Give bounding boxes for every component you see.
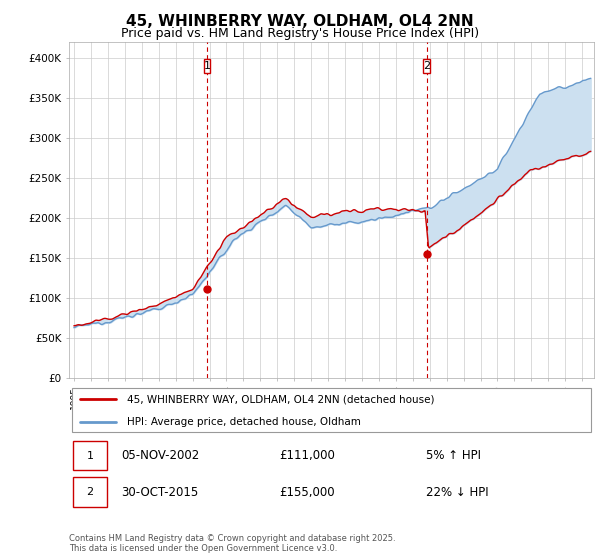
FancyBboxPatch shape (71, 388, 592, 432)
FancyBboxPatch shape (424, 59, 430, 73)
FancyBboxPatch shape (203, 59, 211, 73)
Text: 2: 2 (423, 61, 430, 71)
FancyBboxPatch shape (73, 478, 107, 507)
Text: 45, WHINBERRY WAY, OLDHAM, OL4 2NN (detached house): 45, WHINBERRY WAY, OLDHAM, OL4 2NN (deta… (127, 394, 434, 404)
Text: 22% ↓ HPI: 22% ↓ HPI (426, 486, 488, 498)
Text: Price paid vs. HM Land Registry's House Price Index (HPI): Price paid vs. HM Land Registry's House … (121, 27, 479, 40)
Text: £155,000: £155,000 (279, 486, 335, 498)
Text: 1: 1 (203, 61, 211, 71)
Text: HPI: Average price, detached house, Oldham: HPI: Average price, detached house, Oldh… (127, 417, 361, 427)
Text: Contains HM Land Registry data © Crown copyright and database right 2025.
This d: Contains HM Land Registry data © Crown c… (69, 534, 395, 553)
Text: 45, WHINBERRY WAY, OLDHAM, OL4 2NN: 45, WHINBERRY WAY, OLDHAM, OL4 2NN (126, 14, 474, 29)
Text: £111,000: £111,000 (279, 449, 335, 462)
FancyBboxPatch shape (73, 441, 107, 470)
Text: 05-NOV-2002: 05-NOV-2002 (121, 449, 200, 462)
Text: 30-OCT-2015: 30-OCT-2015 (121, 486, 199, 498)
Text: 2: 2 (86, 487, 94, 497)
Text: 1: 1 (86, 451, 94, 461)
Text: 5% ↑ HPI: 5% ↑ HPI (426, 449, 481, 462)
